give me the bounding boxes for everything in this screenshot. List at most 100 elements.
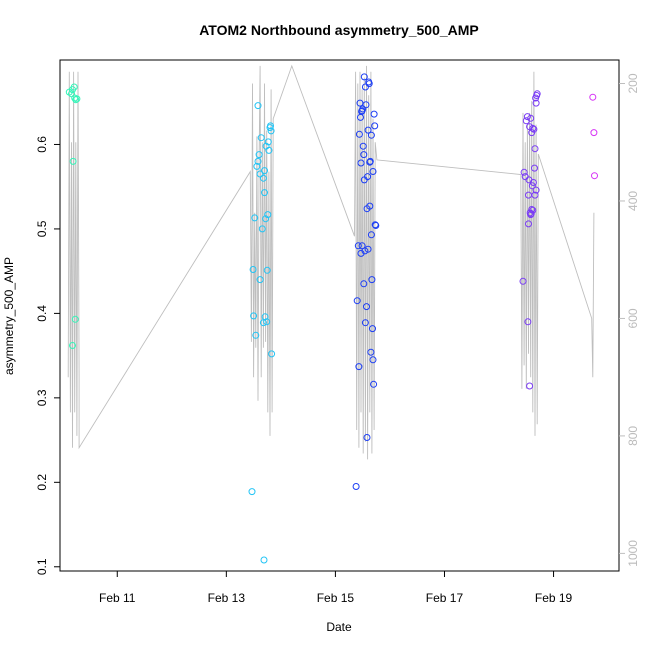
data-point — [352, 483, 360, 490]
data-point — [524, 318, 532, 326]
data-point — [530, 125, 538, 133]
data-point — [368, 276, 376, 284]
y2-tick-label: 1000 — [626, 540, 640, 567]
data-point — [360, 73, 368, 81]
plot-frame — [59, 59, 620, 572]
data-point — [364, 126, 372, 134]
data-point — [357, 159, 365, 167]
data-point — [528, 182, 536, 190]
data-point — [370, 380, 378, 388]
data-point — [364, 245, 372, 253]
y-tick-label: 0.3 — [35, 389, 49, 406]
data-point — [255, 151, 263, 159]
x-tick-label: Feb 11 — [99, 591, 136, 605]
data-point — [364, 173, 372, 181]
data-point — [256, 170, 264, 178]
data-point — [359, 142, 367, 150]
data-point — [71, 315, 79, 323]
data-point — [366, 158, 374, 166]
data-point — [257, 134, 265, 142]
data-point — [353, 297, 361, 305]
data-point — [591, 172, 598, 180]
data-point — [362, 101, 370, 109]
data-point — [532, 186, 540, 194]
secondary-line-layer — [67, 64, 595, 460]
data-point — [527, 210, 535, 218]
y2-tick-label: 400 — [626, 191, 640, 211]
data-point — [363, 434, 371, 441]
data-point — [253, 162, 261, 170]
y-tick-label: 0.1 — [35, 558, 49, 575]
data-point — [354, 242, 362, 250]
data-point — [526, 382, 534, 390]
data-point — [372, 222, 380, 229]
data-point — [370, 110, 378, 118]
x-tick-label: Feb 13 — [208, 591, 246, 605]
data-point — [358, 242, 366, 250]
data-point — [360, 280, 368, 288]
data-point — [263, 266, 271, 274]
data-point — [363, 303, 370, 311]
data-point — [254, 157, 262, 165]
data-point — [533, 90, 541, 98]
data-point — [256, 276, 264, 284]
data-point — [261, 167, 268, 175]
data-point — [70, 83, 78, 91]
y-axis-label: asymmetry_500_AMP — [2, 257, 16, 375]
data-point — [589, 93, 597, 101]
data-point — [267, 122, 274, 130]
data-point — [258, 225, 266, 233]
y-tick-label: 0.5 — [35, 220, 49, 237]
data-point — [363, 205, 371, 213]
data-point — [359, 105, 367, 113]
data-point — [367, 131, 375, 139]
y-axis: 0.1 0.2 0.3 0.4 0.5 0.6 — [35, 136, 60, 575]
data-point — [268, 350, 276, 358]
data-point — [369, 325, 376, 333]
x-axis: Feb 11 Feb 13 Feb 15 Feb 17 Feb 19 — [99, 571, 573, 605]
data-point — [529, 179, 537, 186]
data-point — [248, 488, 256, 496]
secondary-y-axis: 200 400 600 800 1000 — [619, 73, 640, 567]
data-point — [259, 174, 267, 182]
data-point — [355, 130, 363, 138]
data-point — [369, 168, 377, 175]
y-tick-label: 0.6 — [35, 136, 49, 153]
data-point — [529, 206, 537, 214]
data-point — [528, 206, 536, 213]
data-point — [249, 266, 257, 273]
data-point — [259, 319, 267, 327]
data-point — [531, 145, 539, 153]
x-axis-label: Date — [326, 620, 352, 634]
data-point — [357, 249, 365, 257]
data-point — [361, 83, 369, 91]
data-point — [250, 312, 258, 320]
data-point — [267, 127, 275, 135]
chart-title: ATOM2 Northbound asymmetry_500_AMP — [199, 22, 479, 38]
data-point — [531, 164, 538, 172]
data-point — [251, 214, 259, 222]
data-point — [262, 142, 270, 150]
y2-tick-label: 600 — [626, 308, 640, 328]
data-point — [252, 331, 260, 339]
data-point — [590, 129, 598, 137]
data-point — [254, 102, 262, 110]
y-tick-label: 0.2 — [35, 474, 49, 491]
y-tick-label: 0.4 — [35, 305, 49, 322]
data-point — [532, 99, 540, 107]
data-point — [264, 138, 272, 146]
data-point — [371, 221, 379, 229]
x-tick-label: Feb 19 — [535, 591, 573, 605]
data-point — [371, 122, 379, 130]
x-tick-label: Feb 17 — [426, 591, 464, 605]
data-point — [523, 113, 531, 121]
data-point — [519, 277, 527, 285]
x-tick-label: Feb 15 — [317, 591, 355, 605]
secondary-series-line — [67, 64, 595, 460]
data-point — [529, 124, 537, 132]
data-point — [73, 95, 81, 103]
data-point — [72, 96, 80, 104]
scatter-points-layer — [65, 73, 598, 564]
data-point — [525, 220, 532, 228]
